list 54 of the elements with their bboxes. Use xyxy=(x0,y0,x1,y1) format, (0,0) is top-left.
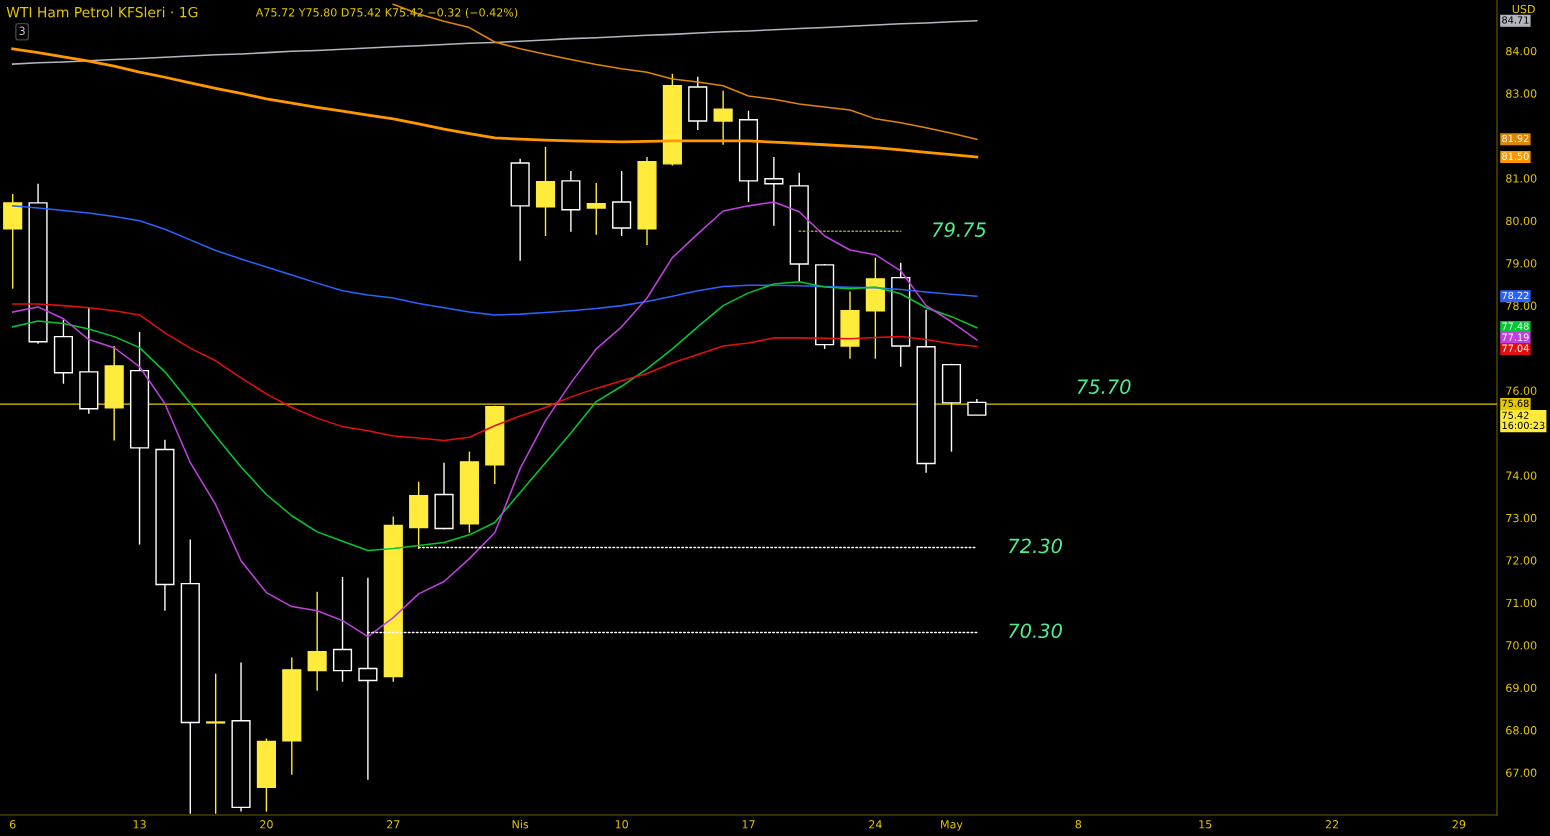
x-tick-label: 15 xyxy=(1199,820,1212,829)
x-tick-label: 17 xyxy=(742,820,755,829)
y-tick-label: 71.00 xyxy=(1506,598,1537,608)
candlestick xyxy=(586,182,606,236)
y-tick-label: 68.00 xyxy=(1506,726,1537,735)
text: 84.71 xyxy=(1502,16,1529,24)
x-tick-label: May xyxy=(941,820,963,831)
x-tick-label: 10 xyxy=(615,820,628,829)
text: 77.48 xyxy=(1502,322,1529,330)
y-tick-label: 73.00 xyxy=(1506,513,1537,523)
candlestick xyxy=(713,90,733,146)
line-series xyxy=(11,281,978,552)
y-tick-label: 84.00 xyxy=(1506,46,1537,56)
candlestick xyxy=(764,156,784,227)
x-tick-label: 27 xyxy=(387,820,400,829)
x-tick-label: 24 xyxy=(869,820,882,829)
candlestick xyxy=(332,576,353,683)
candlestick xyxy=(307,591,327,692)
candlestick xyxy=(206,672,226,815)
x-tick-label: 29 xyxy=(1452,820,1466,829)
y-tick-label: 78.00 xyxy=(1506,301,1537,310)
annotation: 75.70 xyxy=(1077,379,1131,394)
x-tick-label: Nis xyxy=(512,819,529,829)
text: 75.68 xyxy=(1502,399,1529,407)
y-tick-label: 74.00 xyxy=(1506,471,1537,480)
line-series xyxy=(11,303,978,442)
series-label: 70.30 xyxy=(1009,623,1062,639)
text: 75.42 16:00:23 xyxy=(1502,411,1545,430)
y-tick-label: 83.00 xyxy=(1506,89,1537,98)
x-tick-label: 22 xyxy=(1325,820,1339,829)
y-tick-label: 67.00 xyxy=(1506,768,1537,777)
series-label: 72.30 xyxy=(1009,538,1062,554)
x-tick-label: 8 xyxy=(1075,820,1082,829)
x-tick-label: 13 xyxy=(133,820,146,829)
y-tick-label: 80.00 xyxy=(1506,216,1537,226)
text: 78.22 xyxy=(1502,291,1529,300)
series-label: 79.75 xyxy=(932,222,986,237)
text: USD xyxy=(1512,4,1535,14)
y-tick-label: 76.00 xyxy=(1506,386,1537,395)
x-tick-label: 20 xyxy=(260,820,273,829)
text: 77.04 xyxy=(1502,344,1529,352)
y-tick-label: 81.00 xyxy=(1506,174,1537,183)
y-tick-label: 69.00 xyxy=(1506,683,1537,693)
y-tick-label: 79.00 xyxy=(1506,259,1537,268)
text: 81.92 xyxy=(1502,134,1529,143)
line-series xyxy=(11,20,978,65)
line-series xyxy=(11,47,979,159)
x-tick-label: 6 xyxy=(9,820,16,829)
annotation: 3 xyxy=(19,26,25,35)
text: 81.50 xyxy=(1502,152,1529,160)
chart-title: WTI Ham Petrol KFSleri · 1G xyxy=(6,6,198,18)
text: 77.19 xyxy=(1502,333,1529,341)
y-tick-label: 72.00 xyxy=(1506,556,1537,565)
y-tick-label: 70.00 xyxy=(1506,641,1537,650)
